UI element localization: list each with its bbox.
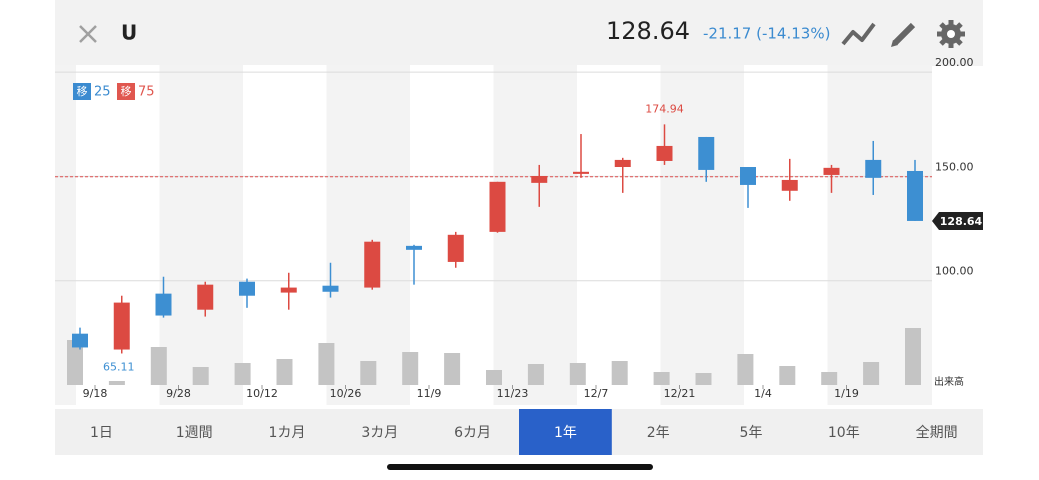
volume-bar [192, 367, 209, 385]
candle-body [531, 175, 548, 183]
header-bg [55, 0, 983, 66]
ma-legend-mark: 移 [77, 85, 88, 98]
home-indicator [387, 464, 653, 470]
period-tab[interactable]: 1週間 [176, 425, 213, 441]
volume-bar [779, 366, 796, 385]
period-tab[interactable]: 全期間 [916, 424, 958, 441]
price: 128.64 [606, 17, 690, 45]
week-band [76, 65, 160, 405]
candle-body [740, 167, 756, 185]
period-tab[interactable]: 10年 [828, 425, 860, 441]
ma-legend-box [117, 83, 135, 100]
chart: 100.00 150.00 200.00 移 25 移 75 出来高 174.94 65.11 12… [55, 56, 983, 405]
candle-body [614, 159, 631, 168]
volume-bar [821, 372, 838, 385]
volume-bar [444, 353, 461, 385]
volume-bar [360, 361, 377, 385]
volume-bar [695, 373, 712, 385]
candle-body [155, 293, 172, 316]
volume-bar [486, 370, 502, 385]
volume-bar [905, 328, 921, 385]
x-tick-label: 11/23 [497, 387, 529, 400]
candle-body [698, 136, 715, 170]
candle-body [865, 159, 882, 178]
volume-bar [527, 364, 544, 385]
chart-type-icon[interactable] [841, 22, 876, 46]
x-tick-label: 1/19 [834, 387, 859, 400]
volume-bar [67, 340, 83, 385]
x-tick-label: 11/9 [417, 387, 442, 400]
candle-body [447, 234, 464, 262]
period-tab[interactable]: 2年 [647, 425, 670, 441]
candle-body [573, 171, 589, 174]
last-price-label: 128.64 [940, 215, 983, 228]
period-tab[interactable]: 6カ月 [454, 425, 491, 441]
period-tab[interactable]: 1カ月 [269, 425, 306, 441]
x-tick-label: 12/7 [584, 387, 609, 400]
candle-body [823, 167, 840, 175]
y-tick-label: 100.00 [935, 265, 974, 278]
week-band [744, 65, 828, 405]
period-tab[interactable]: 1年 [554, 425, 577, 441]
candle-body [907, 170, 923, 221]
volume-bar [653, 372, 670, 385]
high-label: 174.94 [645, 102, 684, 115]
x-tick-label: 10/12 [246, 387, 278, 400]
ma-legend-box [73, 83, 91, 100]
candle-body [406, 245, 422, 250]
candle-body [322, 285, 339, 292]
volume-bar [611, 361, 628, 385]
x-tick-label: 9/18 [83, 387, 108, 400]
candle-body [72, 333, 88, 348]
volume-bar [150, 347, 167, 385]
volume-bar [318, 343, 335, 385]
candle-body [364, 241, 381, 288]
period-tab[interactable]: 3カ月 [361, 425, 398, 441]
symbol: U [121, 21, 137, 45]
period-tab[interactable]: 1日 [90, 425, 113, 441]
x-tick-label: 10/26 [330, 387, 362, 400]
week-band [243, 65, 327, 405]
volume-bar [108, 381, 125, 385]
ma-legend-period: 75 [138, 85, 155, 100]
volume-bar [234, 363, 251, 385]
volume-bar [569, 363, 586, 385]
close-icon[interactable] [79, 25, 97, 43]
x-tick-label: 9/28 [166, 387, 191, 400]
last-price-tag [932, 211, 983, 230]
period-tabs: 1日 1週間 1カ月 3カ月 6カ月 1年 2年 5年 10年 全期間 [55, 409, 983, 455]
volume-bar [737, 354, 754, 385]
ma-legend-period: 25 [94, 85, 111, 100]
candle-body [489, 181, 506, 232]
x-tick-label: 12/21 [664, 387, 696, 400]
volume-bar [402, 352, 419, 385]
candle-body [239, 281, 255, 296]
period-tab[interactable]: 5年 [740, 425, 763, 441]
price-change: -21.17 (-14.13%) [703, 25, 830, 43]
edit-icon[interactable] [891, 22, 916, 47]
candle-body [656, 145, 673, 161]
settings-icon[interactable] [937, 20, 965, 48]
candle-body [280, 287, 297, 293]
volume-bar [276, 359, 293, 385]
low-label: 65.11 [103, 360, 135, 373]
volume-label: 出来高 [934, 375, 964, 388]
y-tick-label: 200.00 [935, 56, 974, 69]
week-band [577, 65, 661, 405]
tab-active-bg [519, 409, 612, 455]
volume-bar [863, 362, 880, 385]
candle-body [781, 179, 798, 191]
candle-body [197, 284, 214, 310]
candle-body [113, 302, 130, 350]
y-tick-label: 150.00 [935, 160, 974, 173]
x-tick-label: 1/4 [754, 387, 772, 400]
ma-legend-mark: 移 [121, 85, 132, 98]
